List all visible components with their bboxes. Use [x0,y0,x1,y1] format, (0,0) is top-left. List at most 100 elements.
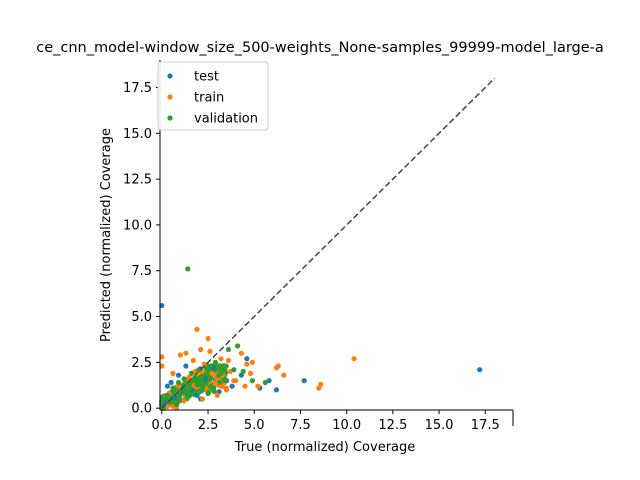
data-point-validation [212,359,219,365]
chart-title: ce_cnn_model-window_size_500-weights_Non… [36,40,604,56]
data-point-train [247,370,254,376]
reference-diagonal-line [161,77,496,409]
cluster-point-validation [196,375,202,381]
data-point-validation [205,390,211,397]
cluster-point-validation [222,367,228,373]
data-point-train [190,357,196,364]
data-point-test [229,383,235,389]
y-tick-label: 17.5 [123,81,152,96]
data-point-train [351,356,357,362]
legend-label-validation: validation [194,112,258,127]
data-point-validation [203,365,209,371]
x-ticks: 0.0 2.5 5.0 7.5 10.0 12.5 15.0 17.5 [152,410,500,433]
cluster-point-validation [221,363,227,369]
data-point-validation [177,390,183,397]
data-point-validation [170,385,176,391]
data-point-test [273,387,280,393]
data-point-train [242,383,248,389]
data-point-train [281,372,287,378]
data-point-validation [196,367,202,373]
data-point-test [168,379,174,386]
data-point-validation [207,376,213,382]
data-point-train [194,326,200,332]
data-point-train [225,357,231,364]
data-point-validation [225,346,231,353]
data-point-train [218,356,224,362]
data-point-validation [183,389,189,395]
data-point-train [249,359,256,365]
data-point-train [214,392,220,398]
data-point-train [181,398,187,404]
data-point-train [159,354,165,360]
data-point-validation [174,401,180,408]
data-point-test [244,356,250,362]
data-point-train [174,405,180,411]
data-point-validation [181,376,187,382]
data-point-validation [188,370,195,376]
data-point-train [177,352,183,358]
data-point-test [301,378,307,384]
data-point-train [175,383,182,389]
data-point-validation [249,378,256,384]
data-point-validation [186,385,193,391]
data-point-test [477,367,483,373]
cluster-point-validation [184,393,190,399]
data-point-validation [185,266,191,272]
data-point-test [203,376,209,382]
legend: test train validation [157,61,269,131]
legend-label-train: train [194,91,224,106]
x-tick-label: 10.0 [332,418,361,433]
x-tick-label: 12.5 [378,418,407,433]
y-axis-label: Predicted (normalized) Coverage [99,128,114,342]
x-tick-label: 7.5 [290,418,311,433]
data-point-validation [196,389,202,395]
y-tick-label: 0.0 [131,402,152,417]
x-tick-label: 15.0 [425,418,454,433]
points-layer [159,266,483,411]
data-point-test [210,365,217,371]
x-tick-label: 2.5 [198,418,219,433]
data-point-train [209,370,215,376]
data-point-test [159,302,165,309]
legend-marker-test [167,73,173,79]
data-point-train [273,365,280,371]
legend-marker-train [167,94,173,100]
legend-box [157,61,269,131]
cluster-point-validation [216,379,223,385]
data-point-train [244,361,250,367]
data-point-validation [231,367,237,373]
data-point-test [183,363,189,369]
y-tick-label: 12.5 [123,173,152,188]
data-point-train [223,387,230,393]
x-axis-label: True (normalized) Coverage [234,440,416,455]
y-ticks: 0.0 2.5 5.0 7.5 10.0 12.5 15.0 17.5 [123,81,160,417]
data-point-train [316,385,322,391]
data-point-validation [235,343,241,349]
cluster-point-validation [218,366,224,372]
data-point-train [170,370,176,376]
data-point-train [255,383,261,389]
data-point-validation [262,379,268,386]
data-point-train [207,348,213,354]
y-tick-label: 15.0 [123,127,152,142]
x-tick-label: 0.0 [152,418,173,433]
data-point-test [175,372,182,378]
x-tick-label: 17.5 [471,418,500,433]
data-point-train [183,350,189,356]
data-point-validation [175,379,182,386]
data-point-validation [210,385,217,391]
data-point-validation [199,381,206,387]
data-point-validation [222,378,228,384]
data-point-validation [218,370,224,376]
data-point-validation [240,368,246,375]
data-point-train [198,346,204,353]
data-point-test [164,383,170,389]
data-point-train [159,363,165,369]
data-point-validation [192,378,198,384]
data-point-validation [159,398,165,404]
data-point-train [205,335,211,342]
y-tick-label: 10.0 [123,218,152,233]
x-tick-label: 5.0 [244,418,265,433]
y-tick-label: 5.0 [131,310,152,325]
y-tick-label: 7.5 [131,264,152,279]
